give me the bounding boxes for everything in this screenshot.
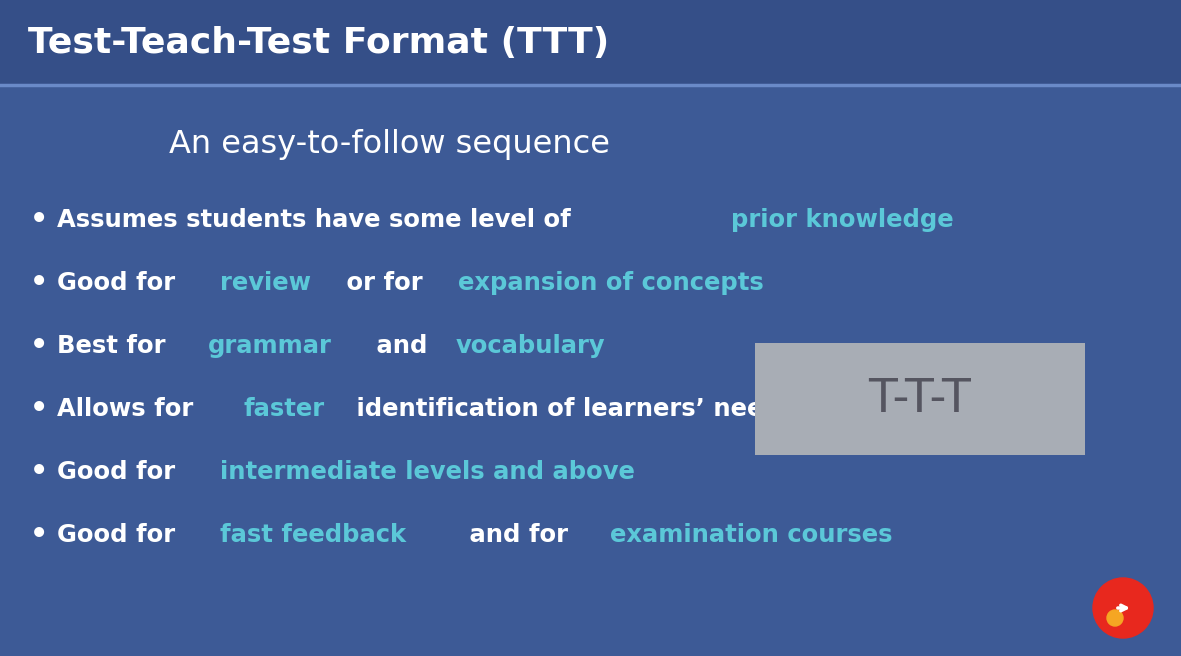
Text: intermediate levels and above: intermediate levels and above <box>221 460 635 484</box>
Text: Good for: Good for <box>57 460 183 484</box>
Text: prior knowledge: prior knowledge <box>731 208 953 232</box>
Text: Assumes students have some level of: Assumes students have some level of <box>57 208 579 232</box>
Text: or for: or for <box>338 271 431 295</box>
Text: expansion of concepts: expansion of concepts <box>458 271 764 295</box>
FancyBboxPatch shape <box>755 343 1085 455</box>
Text: and: and <box>367 334 436 358</box>
Text: •: • <box>30 395 48 423</box>
Text: vocabulary: vocabulary <box>456 334 605 358</box>
Text: An easy-to-follow sequence: An easy-to-follow sequence <box>169 129 611 161</box>
Text: faster: faster <box>243 397 325 421</box>
Text: T-T-T: T-T-T <box>868 377 972 422</box>
Circle shape <box>1107 610 1123 626</box>
Text: review: review <box>221 271 312 295</box>
Circle shape <box>1092 578 1153 638</box>
Text: •: • <box>30 206 48 234</box>
Text: Test-Teach-Test Format (TTT): Test-Teach-Test Format (TTT) <box>28 26 609 60</box>
Text: •: • <box>30 269 48 297</box>
Text: •: • <box>30 521 48 549</box>
Text: and for: and for <box>461 523 576 547</box>
Text: Allows for: Allows for <box>57 397 202 421</box>
Text: Good for: Good for <box>57 271 183 295</box>
FancyBboxPatch shape <box>0 0 1181 85</box>
Text: Best for: Best for <box>57 334 174 358</box>
Text: grammar: grammar <box>208 334 332 358</box>
Text: fast feedback: fast feedback <box>221 523 406 547</box>
Text: •: • <box>30 458 48 486</box>
Text: •: • <box>30 332 48 360</box>
Text: identification of learners’ needs: identification of learners’ needs <box>348 397 796 421</box>
Text: examination courses: examination courses <box>609 523 892 547</box>
Text: Good for: Good for <box>57 523 183 547</box>
